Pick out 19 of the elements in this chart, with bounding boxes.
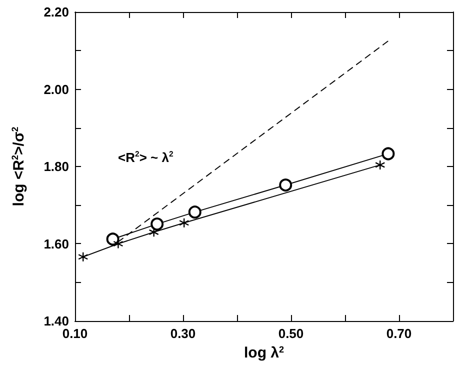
point xyxy=(178,218,190,228)
point xyxy=(382,147,395,160)
point xyxy=(375,160,386,170)
y-tick-label: 1.80 xyxy=(44,159,69,174)
point xyxy=(279,178,292,192)
point xyxy=(150,218,164,231)
x-tick-label: 0.50 xyxy=(278,326,304,341)
y-axis-title: log <R2>/σ2 xyxy=(10,126,28,206)
y-tick-label: 1.40 xyxy=(44,314,69,328)
point xyxy=(106,232,120,246)
x-tick-label: 0.10 xyxy=(62,326,88,341)
point xyxy=(78,252,88,262)
point xyxy=(148,227,159,238)
y-tick-label: 1.60 xyxy=(44,236,69,252)
x-tick-label: 0.30 xyxy=(170,326,196,341)
y-tick-label: 2.00 xyxy=(44,82,69,97)
y-tick-label: 2.20 xyxy=(44,4,69,20)
point xyxy=(188,206,202,219)
x-tick-label: 0.70 xyxy=(386,326,412,341)
